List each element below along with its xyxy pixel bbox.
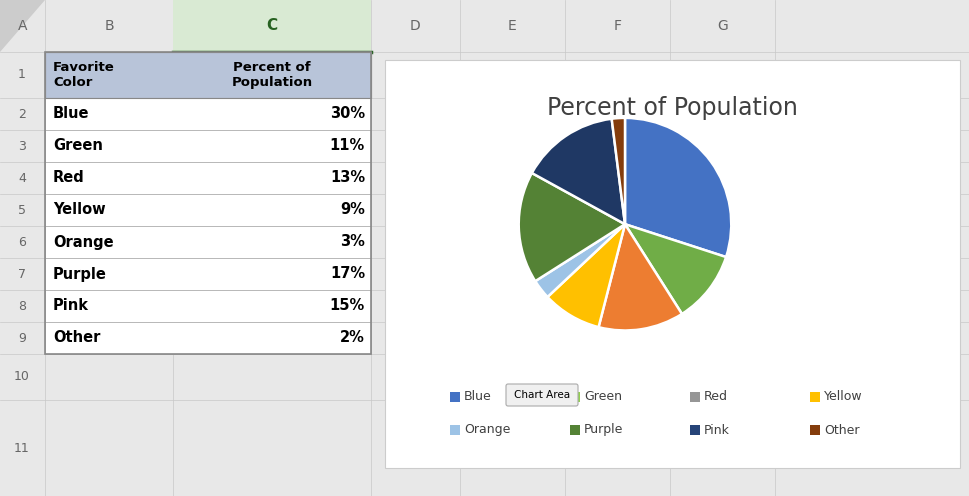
Text: Yellow: Yellow — [824, 390, 862, 404]
Text: A: A — [17, 19, 27, 33]
FancyBboxPatch shape — [385, 60, 960, 468]
FancyBboxPatch shape — [45, 226, 371, 258]
Text: Blue: Blue — [464, 390, 491, 404]
Bar — [690, 392, 700, 402]
Text: 9: 9 — [18, 331, 26, 345]
FancyBboxPatch shape — [0, 0, 45, 496]
FancyBboxPatch shape — [45, 322, 371, 354]
Text: C: C — [266, 18, 277, 34]
Text: Purple: Purple — [53, 266, 107, 282]
Text: Chart Area: Chart Area — [514, 390, 570, 400]
Text: Red: Red — [704, 390, 728, 404]
Wedge shape — [532, 119, 625, 224]
Text: Orange: Orange — [53, 235, 113, 249]
Text: Purple: Purple — [584, 424, 623, 436]
Text: G: G — [717, 19, 728, 33]
Text: Other: Other — [824, 424, 860, 436]
Text: 2%: 2% — [340, 330, 365, 346]
Text: 6: 6 — [18, 236, 26, 248]
Text: F: F — [613, 19, 621, 33]
Text: 17%: 17% — [329, 266, 365, 282]
Text: Green: Green — [53, 138, 103, 153]
Bar — [45, 52, 371, 98]
Text: D: D — [410, 19, 421, 33]
Text: 10: 10 — [15, 371, 30, 383]
Text: Red: Red — [53, 171, 84, 186]
Text: 13%: 13% — [329, 171, 365, 186]
Text: Orange: Orange — [464, 424, 511, 436]
Wedge shape — [535, 224, 625, 297]
FancyBboxPatch shape — [45, 0, 969, 496]
Text: Pink: Pink — [704, 424, 730, 436]
Bar — [810, 425, 820, 435]
Bar — [450, 392, 460, 402]
Bar — [45, 52, 371, 354]
Text: Pink: Pink — [53, 299, 89, 313]
Bar — [810, 392, 820, 402]
Wedge shape — [547, 224, 625, 327]
Text: 8: 8 — [18, 300, 26, 312]
Text: 1: 1 — [18, 68, 26, 81]
Text: 3: 3 — [18, 139, 26, 152]
FancyBboxPatch shape — [0, 0, 969, 52]
Text: B: B — [105, 19, 113, 33]
Text: 7: 7 — [18, 267, 26, 281]
Wedge shape — [611, 118, 625, 224]
Bar — [450, 425, 460, 435]
FancyBboxPatch shape — [45, 258, 371, 290]
Text: 11%: 11% — [329, 138, 365, 153]
Text: Percent of Population: Percent of Population — [547, 96, 797, 120]
FancyBboxPatch shape — [45, 52, 371, 98]
Wedge shape — [518, 173, 625, 281]
Text: 15%: 15% — [329, 299, 365, 313]
Bar — [690, 425, 700, 435]
FancyBboxPatch shape — [45, 130, 371, 162]
Wedge shape — [625, 118, 732, 257]
FancyBboxPatch shape — [45, 162, 371, 194]
Text: 30%: 30% — [329, 107, 365, 122]
Text: 4: 4 — [18, 172, 26, 185]
FancyBboxPatch shape — [45, 290, 371, 322]
Text: 11: 11 — [15, 441, 30, 454]
Wedge shape — [599, 224, 682, 330]
Wedge shape — [625, 224, 726, 314]
FancyBboxPatch shape — [173, 0, 371, 52]
Text: Yellow: Yellow — [53, 202, 106, 218]
Text: 2: 2 — [18, 108, 26, 121]
Polygon shape — [0, 0, 45, 52]
Bar — [570, 392, 580, 402]
Text: Green: Green — [584, 390, 622, 404]
FancyBboxPatch shape — [45, 194, 371, 226]
Bar — [570, 425, 580, 435]
Text: Other: Other — [53, 330, 101, 346]
Text: 3%: 3% — [340, 235, 365, 249]
Text: E: E — [508, 19, 516, 33]
Text: Percent of
Population: Percent of Population — [232, 61, 313, 89]
FancyBboxPatch shape — [506, 384, 578, 406]
Text: 9%: 9% — [340, 202, 365, 218]
Text: Blue: Blue — [53, 107, 89, 122]
FancyBboxPatch shape — [45, 98, 371, 130]
Text: Favorite
Color: Favorite Color — [53, 61, 114, 89]
Text: 5: 5 — [18, 203, 26, 216]
